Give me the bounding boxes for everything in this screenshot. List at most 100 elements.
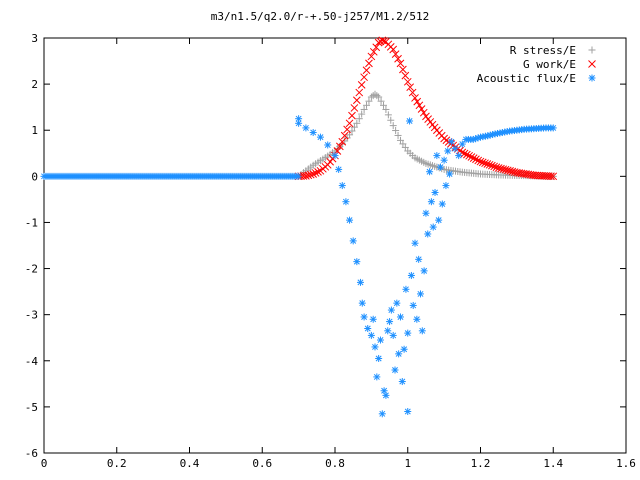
data-point (415, 255, 423, 263)
data-point (358, 110, 366, 118)
y-tick-label: -5 (25, 401, 38, 414)
data-point (490, 162, 498, 171)
y-tick-label: 3 (31, 32, 38, 45)
data-point (345, 119, 354, 128)
data-point (357, 81, 366, 89)
legend-marker (588, 74, 596, 82)
x-tick-label: 0.6 (252, 457, 272, 470)
data-point (353, 119, 361, 127)
data-point (350, 123, 358, 131)
legend-label: G work/E (523, 58, 576, 71)
data-point (360, 73, 368, 82)
plot-frame (43, 37, 627, 454)
data-point (415, 101, 424, 110)
y-tick-label: 1 (31, 124, 38, 137)
data-point (391, 366, 399, 374)
data-point (369, 315, 377, 323)
data-point (348, 111, 356, 120)
data-point (417, 105, 426, 113)
series-0 (295, 90, 557, 180)
data-point (510, 168, 519, 176)
data-point (375, 354, 383, 362)
data-point (352, 96, 361, 105)
data-point (309, 129, 317, 137)
data-point (355, 115, 363, 123)
data-point (373, 92, 381, 100)
data-point (360, 313, 368, 321)
x-tick-label: 1.2 (471, 457, 491, 470)
data-point (406, 83, 415, 92)
data-point (411, 239, 419, 247)
data-point (389, 331, 397, 339)
data-point (393, 299, 401, 307)
data-point (377, 97, 385, 105)
data-point (431, 188, 439, 196)
data-point (302, 124, 310, 132)
data-point (467, 135, 475, 143)
x-tick-label: 1.4 (543, 457, 563, 470)
data-point (489, 131, 497, 139)
data-point (469, 154, 478, 162)
data-point (547, 172, 555, 181)
data-point (348, 127, 356, 135)
data-point (380, 37, 388, 45)
data-point (338, 182, 346, 190)
data-point (494, 164, 503, 172)
data-point (389, 122, 397, 130)
data-point (360, 105, 368, 113)
data-point (382, 391, 390, 399)
data-point (316, 133, 324, 141)
data-point (481, 159, 489, 168)
data-point (406, 117, 414, 125)
data-point (485, 160, 494, 169)
data-point (474, 134, 482, 142)
data-point (503, 128, 511, 136)
data-point (499, 165, 508, 174)
data-point (501, 165, 510, 174)
legend-marker (588, 60, 596, 68)
data-point (540, 124, 548, 132)
y-tick-label: 2 (31, 78, 38, 91)
data-point (396, 59, 405, 68)
data-point (369, 47, 378, 56)
data-point (481, 132, 489, 140)
x-tick-label: 1 (404, 457, 411, 470)
data-point (395, 350, 403, 358)
data-point (422, 209, 430, 217)
data-point (376, 336, 384, 344)
data-point (295, 119, 303, 127)
data-point (396, 136, 404, 144)
chart-title: m3/n1.5/q2.0/r-+.50-j257/M1.2/512 (211, 10, 430, 23)
data-point (306, 170, 315, 179)
data-point (458, 140, 466, 148)
data-point (358, 299, 366, 307)
axes: 0 0.2 0.4 0.6 0.8 1 1.2 1.4 1.6 3 2 1 0 -1 -2 -3 -4 -5 -6 (25, 32, 636, 470)
data-point (404, 329, 412, 337)
data-point (340, 131, 349, 140)
data-point (476, 157, 485, 166)
data-point (335, 165, 343, 173)
x-tick-label: 0.8 (325, 457, 345, 470)
data-point (404, 408, 412, 415)
data-point (387, 116, 395, 124)
data-point (508, 167, 517, 176)
data-point (416, 290, 424, 298)
data-point (302, 172, 310, 180)
data-point (488, 161, 496, 170)
data-point (342, 198, 350, 206)
data-point (407, 271, 415, 279)
data-point (387, 306, 395, 314)
data-point (309, 170, 318, 178)
y-tick-label: -3 (25, 309, 38, 322)
y-tick-label: -4 (25, 355, 39, 368)
data-point (295, 115, 303, 123)
data-point (460, 149, 469, 158)
data-point (547, 124, 555, 132)
data-point (403, 77, 412, 86)
data-point (447, 138, 455, 146)
data-point (367, 93, 375, 101)
series-2 (295, 115, 557, 418)
data-point (380, 101, 387, 109)
